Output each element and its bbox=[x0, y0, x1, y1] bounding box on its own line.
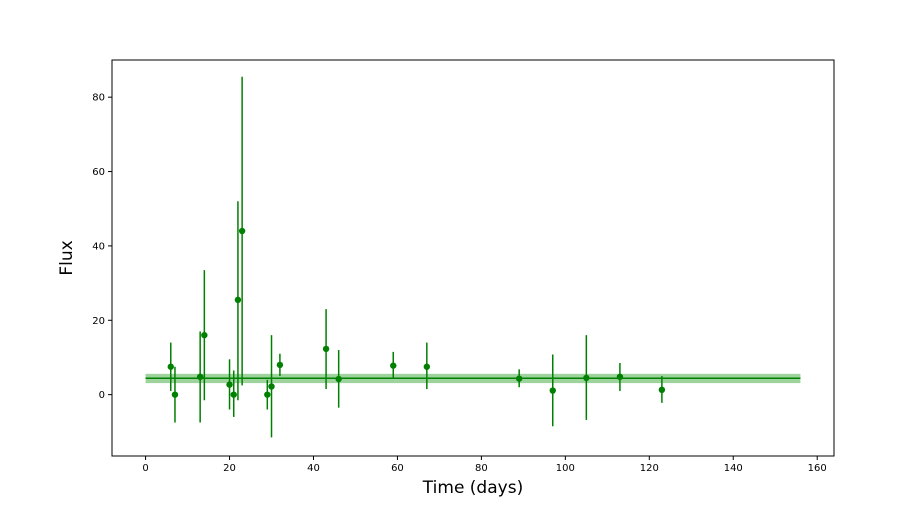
data-point bbox=[196, 373, 204, 380]
data-point bbox=[335, 375, 342, 383]
data-point bbox=[515, 375, 523, 382]
x-tick-label: 20 bbox=[223, 463, 236, 474]
data-point bbox=[322, 345, 330, 353]
data-point bbox=[658, 386, 666, 394]
y-tick-label: 40 bbox=[92, 241, 105, 252]
data-point bbox=[423, 363, 431, 370]
x-tick-label: 60 bbox=[391, 463, 404, 474]
data-point bbox=[234, 296, 242, 304]
data-point bbox=[167, 363, 174, 370]
data-point bbox=[268, 383, 275, 390]
x-tick-label: 40 bbox=[307, 463, 320, 474]
y-axis-title: Flux bbox=[57, 240, 77, 275]
x-tick-label: 80 bbox=[475, 463, 488, 474]
data-point bbox=[201, 331, 208, 339]
y-tick-label: 0 bbox=[99, 390, 105, 401]
data-point bbox=[616, 373, 624, 380]
data-point-layer bbox=[167, 227, 666, 398]
x-axis-title: Time (days) bbox=[422, 478, 523, 498]
x-tick-layer: 0 20 40 60 80 100 120 140 160 bbox=[142, 456, 827, 474]
y-tick-label: 80 bbox=[92, 93, 105, 104]
plot-frame bbox=[111, 59, 835, 457]
data-point bbox=[171, 391, 179, 398]
data-point bbox=[226, 381, 233, 388]
data-point bbox=[264, 391, 271, 398]
error-bar-layer bbox=[170, 76, 663, 438]
data-point bbox=[549, 387, 556, 394]
data-point bbox=[390, 362, 397, 369]
x-tick-label: 100 bbox=[556, 463, 575, 474]
y-tick-label: 20 bbox=[92, 316, 105, 327]
y-tick-layer: 0 20 40 60 80 bbox=[92, 93, 112, 401]
x-tick-label: 160 bbox=[808, 463, 827, 474]
x-tick-label: 140 bbox=[724, 463, 743, 474]
x-tick-label: 0 bbox=[142, 463, 148, 474]
data-point bbox=[230, 391, 237, 398]
x-tick-label: 120 bbox=[640, 463, 659, 474]
mean-band-layer bbox=[145, 373, 801, 384]
data-point bbox=[583, 374, 590, 382]
y-tick-label: 60 bbox=[92, 167, 105, 178]
data-point bbox=[238, 227, 246, 235]
data-point bbox=[276, 361, 284, 369]
